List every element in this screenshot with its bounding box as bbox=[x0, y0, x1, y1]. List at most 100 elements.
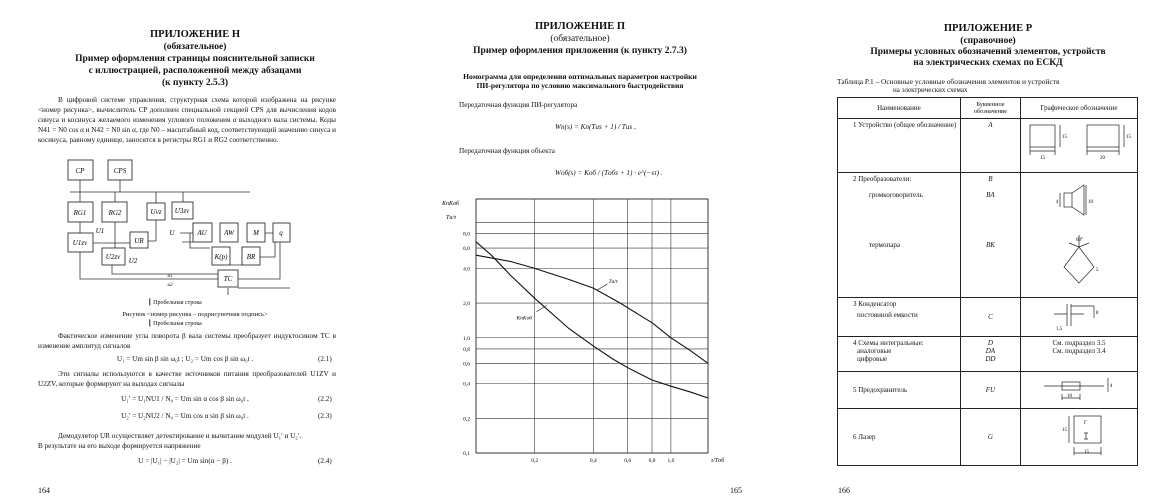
series-line bbox=[475, 254, 709, 364]
converter-symbols: 10 4 60° 5 bbox=[1056, 184, 1099, 284]
table-row: 4 Схемы интегральные: аналоговые цифровые … bbox=[837, 336, 1138, 372]
plot-frame bbox=[475, 198, 709, 454]
signal-u: U bbox=[169, 229, 175, 237]
cell-name: 5 Предохранитель bbox=[837, 371, 961, 409]
block-cp: CP bbox=[76, 167, 86, 175]
series-line bbox=[475, 241, 709, 399]
signal-u2: U2 bbox=[129, 257, 138, 265]
cell-code: A bbox=[959, 118, 1022, 173]
cell-graphic: 10 4 60° 5 bbox=[1020, 172, 1138, 298]
paragraph: Эти сигналы используются в качестве исто… bbox=[38, 370, 336, 388]
y-tick-label: 0,8 bbox=[463, 347, 470, 353]
appendix-status: (обязательное) bbox=[550, 34, 610, 44]
leader-line bbox=[597, 283, 608, 291]
x-axis-label: τ/Tоб bbox=[711, 457, 725, 464]
cell-code: C bbox=[959, 297, 1022, 337]
paragraph: Фактическое изменение угла поворота β ва… bbox=[38, 332, 336, 350]
paragraph: В результате на его выходе формируется н… bbox=[38, 442, 201, 450]
equation-number: (2.3) bbox=[318, 412, 332, 420]
cell-name: 6 Лазер bbox=[837, 408, 961, 466]
block-tc: TC bbox=[224, 275, 233, 283]
blank-line-marker: ┃ Пробельная строка bbox=[148, 321, 202, 327]
name-line: 3 Конденсатор bbox=[853, 300, 897, 308]
page-number: 166 bbox=[838, 486, 850, 495]
x-tick-label: 0,2 bbox=[531, 458, 538, 464]
block-rg1: RG1 bbox=[73, 209, 87, 217]
svg-text:15: 15 bbox=[1084, 450, 1090, 455]
svg-text:15: 15 bbox=[1040, 156, 1046, 161]
equation: U = |U₁| − |U₂| = Um sin(α − β) . bbox=[138, 457, 232, 465]
equation: U₂′ = U₂NU2 / N₀ = Um cos α sin β sin ω₀… bbox=[121, 412, 249, 420]
cell-graphic: 15 15 Г bbox=[1020, 408, 1138, 466]
cell-graphic: 10 4 bbox=[1020, 371, 1138, 409]
svg-text:15: 15 bbox=[1062, 135, 1068, 140]
table-row: 6 Лазер G 15 15 Г bbox=[837, 408, 1138, 466]
table-row: 2 Преобразователи: громкоговоритель термоп… bbox=[837, 172, 1138, 298]
text: Передаточная функция объекта bbox=[459, 147, 555, 155]
svg-text:8: 8 bbox=[1096, 311, 1099, 316]
block-diagram: CP CPS RG1 RG2 Uvz U3zv U1zv UR U2zv AU … bbox=[67, 159, 291, 295]
y-axis-label: KпKоб bbox=[441, 200, 460, 207]
y-tick-label: 6,0 bbox=[463, 246, 470, 252]
block-uvz: Uvz bbox=[151, 208, 162, 216]
figure-caption: Рисунок <номер рисунка – подрисуночная п… bbox=[122, 311, 268, 318]
fuse-symbol: 10 4 bbox=[1044, 378, 1113, 400]
svg-text:4: 4 bbox=[1056, 200, 1059, 205]
svg-text:1,5: 1,5 bbox=[1056, 327, 1063, 332]
x-tick-label: 1,0 bbox=[667, 458, 674, 464]
capacitor-symbol: 81,5 bbox=[1054, 304, 1099, 332]
cell-code: B BA BK bbox=[959, 172, 1022, 298]
heading-line: на электрических схемах по ЕСКД bbox=[913, 58, 1063, 68]
block-u3zv: U3zv bbox=[175, 207, 190, 215]
code-line: DD bbox=[985, 355, 996, 363]
signal-um2: u2 bbox=[168, 283, 174, 288]
svg-text:15: 15 bbox=[1062, 428, 1068, 433]
block-cps: CPS bbox=[114, 167, 127, 175]
column-header: Буквенное обозначение bbox=[959, 97, 1022, 119]
svg-text:5: 5 bbox=[1096, 268, 1099, 273]
cell-code: D DA DD bbox=[959, 336, 1022, 372]
equation-number: (2.4) bbox=[318, 457, 332, 465]
svg-text:4: 4 bbox=[1110, 384, 1113, 389]
blank-line-label: Пробельная строка bbox=[153, 321, 202, 327]
svg-text:Г: Г bbox=[1084, 421, 1087, 426]
code-line: BK bbox=[985, 241, 995, 249]
block-ur: UR bbox=[134, 237, 144, 245]
cell-graphic: 15 15 20 15 bbox=[1020, 118, 1138, 173]
name-line: цифровые bbox=[857, 355, 888, 363]
appendix-status: (обязательное) bbox=[163, 42, 227, 52]
heading-line: (к пункту 2.5.3) bbox=[161, 78, 228, 88]
name-line: громкоговоритель bbox=[869, 191, 923, 199]
appendix-status: (справочное) bbox=[960, 36, 1016, 46]
y-tick-label: 8,0 bbox=[463, 232, 470, 238]
nomogram-title: ПИ-регулятора по условию максимального б… bbox=[476, 81, 684, 90]
cell-name: 3 Конденсатор постоянной емкости bbox=[837, 297, 961, 337]
x-tick-label: 0,8 bbox=[649, 458, 656, 464]
appendix-title: ПРИЛОЖЕНИЕ Р bbox=[943, 23, 1033, 34]
y-tick-label: 2,0 bbox=[463, 301, 470, 307]
block-m: M bbox=[252, 229, 260, 237]
equation: U₁ = Um sin β sin ω₀t ; U₂ = Um cos β si… bbox=[116, 355, 254, 363]
heading-line: с иллюстрацией, расположенной между абза… bbox=[88, 66, 302, 76]
heading: Пример оформления приложения (к пункту 2… bbox=[473, 46, 687, 56]
x-tick-label: 0,4 bbox=[590, 458, 597, 464]
signal-u1: U1 bbox=[96, 227, 105, 235]
series-label: KпKоб bbox=[516, 315, 533, 322]
table-row: 5 Предохранитель FU 10 4 bbox=[837, 371, 1138, 409]
block-au: AU bbox=[196, 229, 207, 237]
cell-name: 4 Схемы интегральные: аналоговые цифровые bbox=[837, 336, 961, 372]
column-header: Графическое обозначение bbox=[1020, 97, 1138, 119]
table-caption: на электрических схемах bbox=[893, 86, 968, 94]
svg-text:10: 10 bbox=[1088, 200, 1094, 205]
see-section-link: См. подраздел 3.4 bbox=[1052, 347, 1106, 355]
cell-name: 1 Устройство (общее обозначение) bbox=[837, 118, 961, 173]
code-line: DA bbox=[985, 347, 996, 355]
formula: Wп(s) = Kп(Tиs + 1) / Tиs , bbox=[555, 123, 636, 131]
block-rg2: RG2 bbox=[108, 209, 122, 217]
symbols-table: Наименование Буквенное обозначение Графи… bbox=[837, 97, 1138, 466]
block-aw: AW bbox=[223, 229, 235, 237]
svg-text:15: 15 bbox=[1126, 135, 1132, 140]
appendix-title: ПРИЛОЖЕНИЕ П bbox=[535, 21, 625, 32]
y-tick-label: 0,2 bbox=[463, 416, 470, 422]
heading-line: Пример оформления страницы пояснительной… bbox=[75, 54, 315, 64]
